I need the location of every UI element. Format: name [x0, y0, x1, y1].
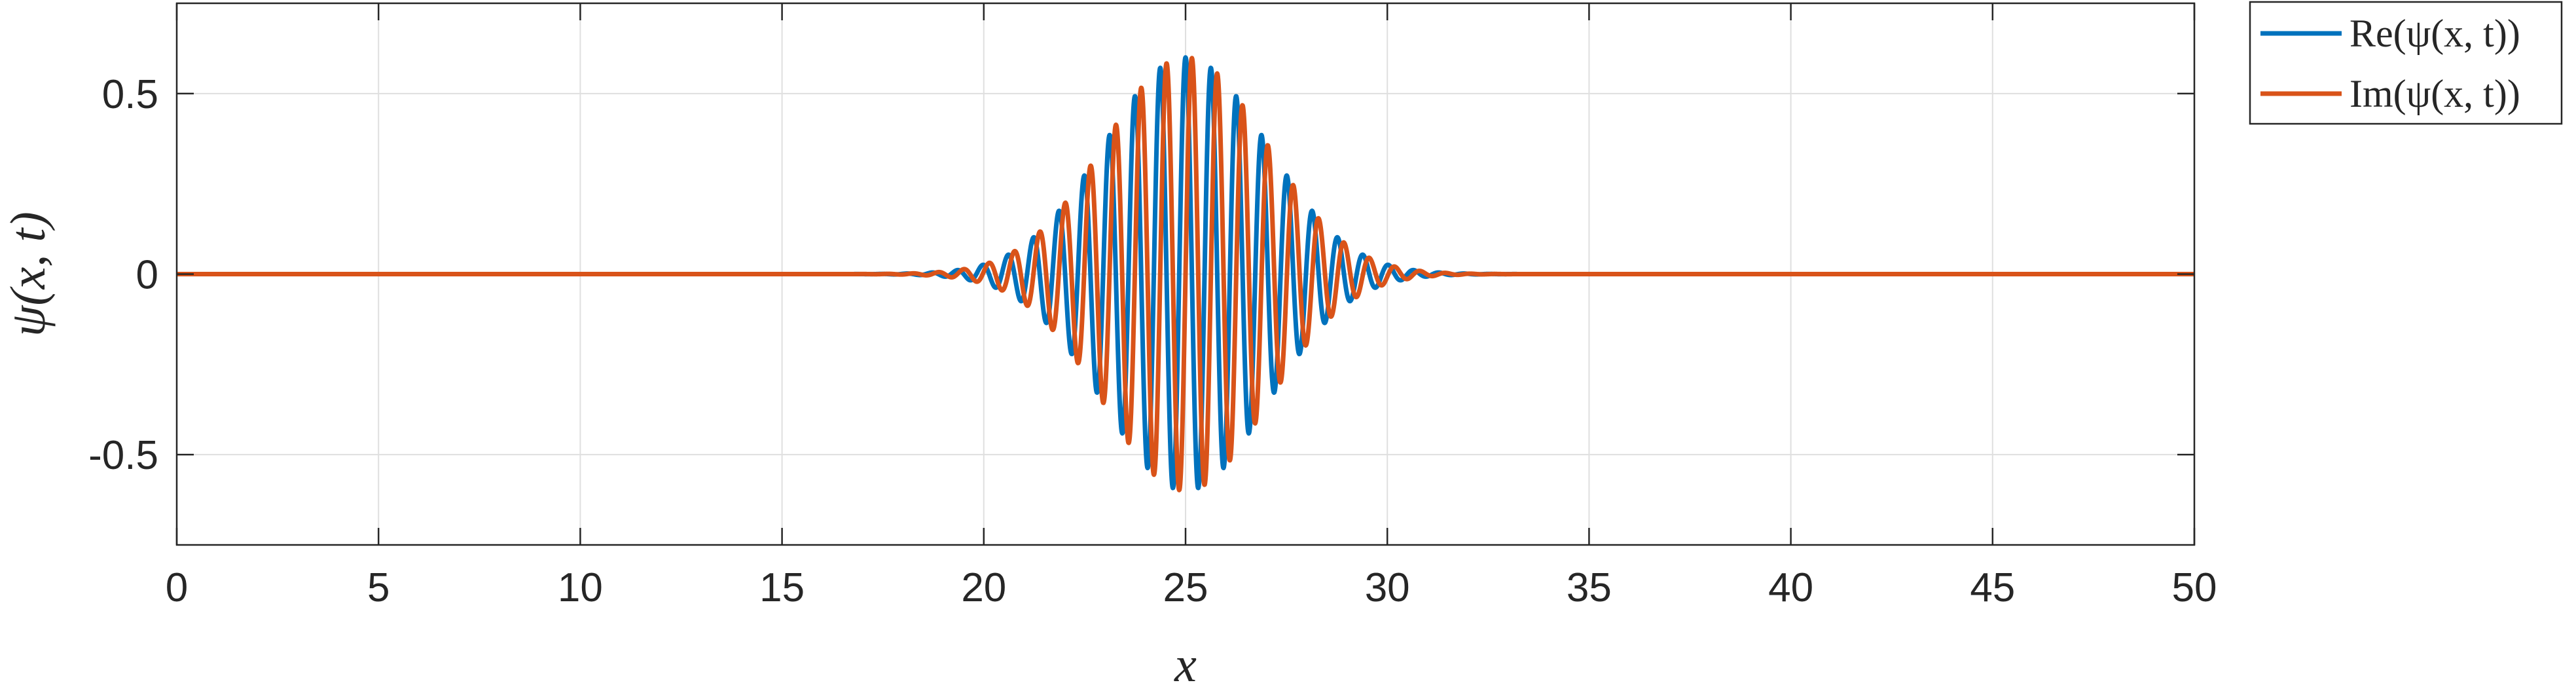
x-tick-labels: 0 5 10 15 20 25 30 35 40 45 50 — [166, 565, 2217, 610]
series-line-imag — [175, 56, 2196, 493]
x-axis-label: x — [1174, 637, 1197, 689]
x-tick-label: 30 — [1365, 565, 1410, 610]
series-layer — [175, 55, 2196, 493]
legend: Re(ψ(x, t)) Im(ψ(x, t)) — [2249, 1, 2563, 125]
x-tick-label: 15 — [759, 565, 805, 610]
x-tick-label: 20 — [961, 565, 1006, 610]
x-tick-label: 40 — [1768, 565, 1813, 610]
legend-box — [2249, 1, 2563, 125]
x-tick-label: 5 — [367, 565, 390, 610]
x-tick-label: 0 — [166, 565, 188, 610]
x-tick-label: 25 — [1163, 565, 1208, 610]
x-tick-label: 45 — [1970, 565, 2015, 610]
y-tick-label: 0 — [136, 253, 158, 298]
x-tick-label: 50 — [2172, 565, 2217, 610]
x-tick-label: 10 — [558, 565, 603, 610]
legend-label-imag: Im(ψ(x, t)) — [2349, 72, 2520, 115]
legend-label-real: Re(ψ(x, t)) — [2349, 12, 2520, 55]
y-tick-label: -0.5 — [88, 433, 158, 478]
x-tick-label: 35 — [1567, 565, 1612, 610]
tick-marks — [175, 3, 2196, 545]
y-axis-label: ψ(x, t) — [1, 212, 56, 337]
y-tick-labels: -0.5 0 0.5 — [88, 72, 158, 478]
y-tick-label: 0.5 — [102, 72, 158, 117]
